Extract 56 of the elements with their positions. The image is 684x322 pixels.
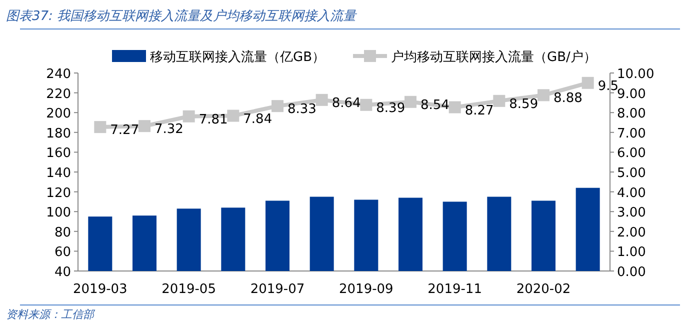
- y-tick-label: 60: [54, 245, 71, 260]
- legend-label: 户均移动互联网接入流量（GB/户）: [391, 49, 596, 65]
- y-tick-label: 140: [46, 166, 71, 181]
- data-label: 7.81: [198, 112, 228, 128]
- data-label: 8.39: [376, 100, 406, 116]
- point: [272, 100, 284, 112]
- point: [182, 110, 195, 122]
- y2-tick-label: 4.00: [617, 186, 646, 201]
- legend-label: 移动互联网接入流量（亿GB）: [150, 49, 325, 65]
- y2-tick-label: 5.00: [617, 166, 646, 181]
- data-label: 8.88: [554, 91, 582, 106]
- x-tick-label: 2019-05: [162, 282, 216, 297]
- point: [360, 98, 372, 111]
- point: [227, 110, 240, 122]
- x-tick-label: 2019-03: [73, 282, 128, 297]
- y2-tick-label: 1.00: [617, 245, 646, 260]
- data-label: 8.59: [509, 96, 538, 112]
- y2-tick-label: 10.00: [617, 67, 654, 82]
- x-tick-label: 2019-11: [428, 282, 482, 297]
- y2-tick-label: 2.00: [617, 225, 646, 240]
- y-tick-label: 120: [46, 186, 71, 201]
- data-label: 8.54: [420, 98, 450, 113]
- y-tick-label: 180: [46, 126, 71, 142]
- data-label: 8.33: [288, 102, 316, 118]
- point: [493, 94, 506, 107]
- data-label: 7.27: [110, 123, 140, 138]
- y-tick-label: 100: [46, 206, 71, 221]
- y-tick-label: 220: [46, 86, 71, 102]
- point: [94, 121, 106, 134]
- point: [316, 94, 328, 106]
- chart-title: 图表37: 我国移动互联网接入流量及户均移动互联网接入流量: [6, 8, 358, 24]
- x-tick-label: 2019-07: [250, 282, 305, 297]
- y2-tick-label: 6.00: [617, 146, 646, 162]
- x-tick-label: 2020-02: [516, 282, 571, 297]
- y-tick-label: 80: [54, 225, 71, 240]
- y2-tick-label: 7.00: [617, 126, 646, 142]
- data-label: 9.5: [598, 78, 619, 94]
- y2-tick-label: 3.00: [617, 206, 646, 221]
- x-tick-label: 2019-09: [339, 282, 394, 297]
- y-tick-label: 40: [54, 265, 71, 280]
- point: [448, 101, 461, 114]
- point: [582, 76, 594, 89]
- data-label: 7.32: [154, 122, 184, 138]
- point: [404, 96, 416, 108]
- y-tick-label: 160: [46, 146, 71, 162]
- y2-tick-label: 8.00: [617, 106, 646, 122]
- data-label: 7.84: [243, 112, 272, 127]
- y-tick-label: 200: [46, 106, 71, 122]
- data-label: 8.64: [332, 96, 361, 111]
- y-tick-label: 240: [46, 67, 71, 82]
- point: [538, 89, 550, 102]
- text: 资料来源：工信部: [6, 308, 96, 321]
- y2-tick-label: 0.00: [617, 265, 646, 280]
- point: [138, 120, 150, 132]
- y2-tick-label: 9.00: [617, 86, 646, 102]
- data-label: 8.27: [464, 103, 494, 118]
